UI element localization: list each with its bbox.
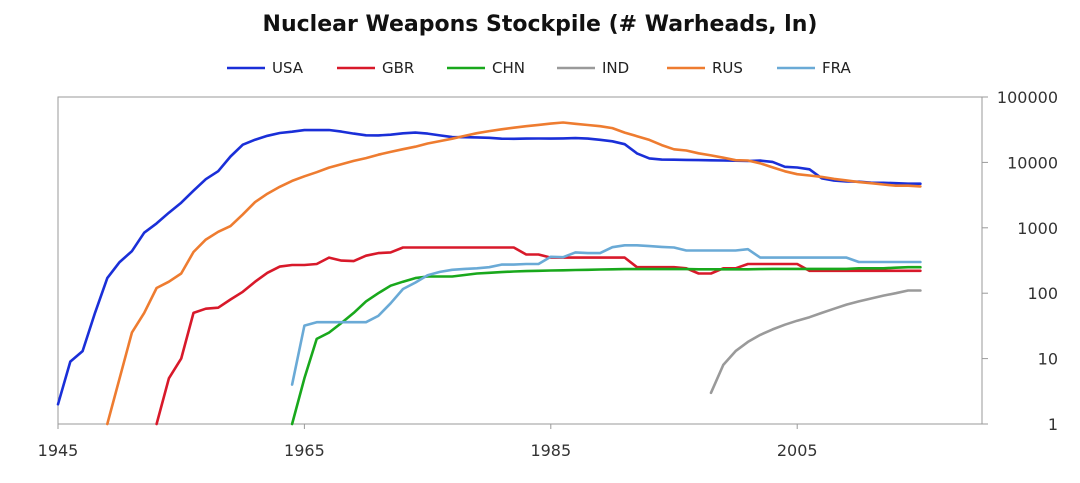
legend-label: GBR: [382, 59, 414, 77]
y-tick-label: 10: [1038, 350, 1058, 369]
legend-item-usa: USA: [227, 59, 304, 77]
legend-item-chn: CHN: [447, 59, 525, 77]
y-tick-label: 100: [1027, 284, 1058, 303]
legend-item-gbr: GBR: [337, 59, 414, 77]
x-axis: 1945 1965 1985 2005: [38, 424, 818, 460]
x-tick-label: 1985: [530, 441, 571, 460]
series-line-rus: [106, 121, 922, 426]
legend-item-fra: FRA: [777, 59, 851, 77]
series-line-fra: [290, 244, 922, 386]
legend-label: FRA: [822, 59, 851, 77]
series-line-usa: [56, 128, 922, 406]
legend-item-ind: IND: [557, 59, 629, 77]
plot-area: [57, 96, 983, 425]
legend-label: RUS: [712, 59, 743, 77]
x-tick-label: 1965: [284, 441, 325, 460]
legend-label: CHN: [492, 59, 525, 77]
chart-title: Nuclear Weapons Stockpile (# Warheads, l…: [263, 12, 818, 37]
series-line-ind: [709, 289, 922, 395]
x-tick-label: 2005: [777, 441, 818, 460]
series-group: [56, 121, 922, 426]
y-tick-label: 1000: [1017, 219, 1058, 238]
y-tick-label: 100000: [997, 88, 1058, 107]
y-tick-label: 10000: [1007, 153, 1058, 172]
legend-item-rus: RUS: [667, 59, 743, 77]
series-line-gbr: [155, 246, 922, 426]
legend-label: USA: [272, 59, 304, 77]
legend-label: IND: [602, 59, 629, 77]
series-line-chn: [290, 265, 922, 426]
y-axis: 1 10 100 1000 10000 100000: [982, 88, 1058, 434]
x-tick-label: 1945: [38, 441, 79, 460]
y-tick-label: 1: [1048, 415, 1058, 434]
legend: USA GBR CHN IND RUS FRA: [227, 59, 851, 77]
